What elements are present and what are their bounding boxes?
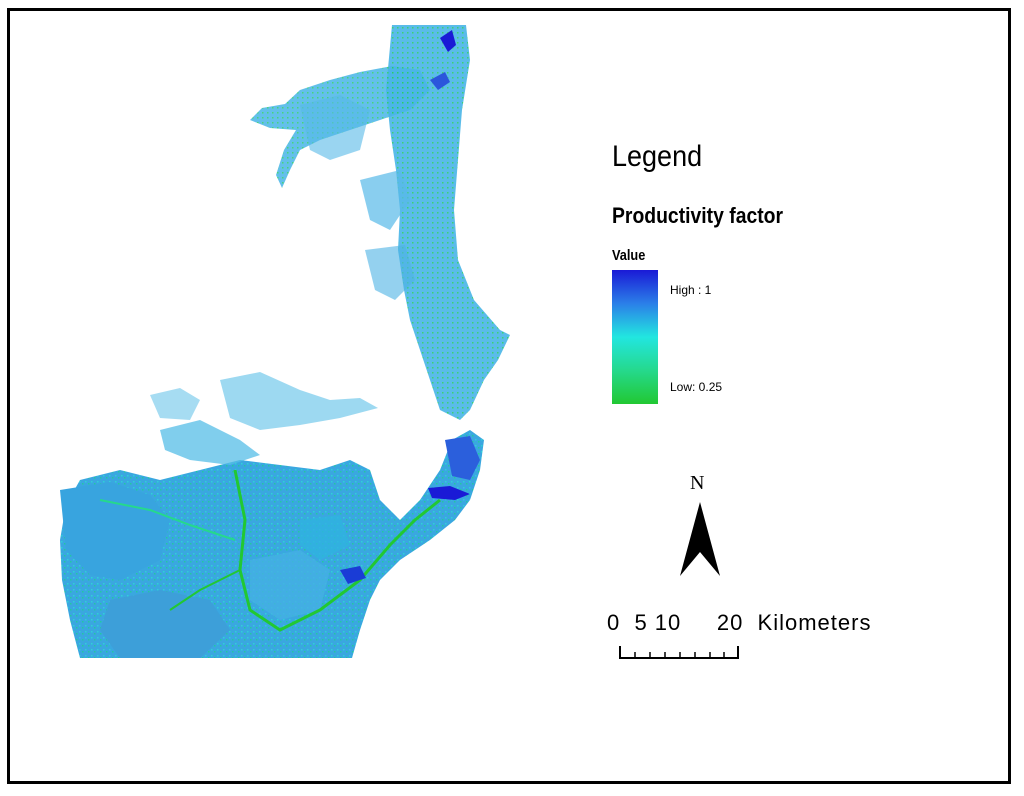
legend-title: Legend — [612, 140, 703, 173]
northern-coast-region — [250, 25, 510, 420]
legend-field-label: Value — [612, 247, 646, 264]
legend-low-label: Low: 0.25 — [670, 380, 723, 394]
scale-bar — [619, 646, 739, 659]
north-label: N — [690, 472, 705, 494]
scale-bar-label: 0 5 10 20 Kilometers — [607, 610, 872, 635]
southern-region — [60, 372, 484, 658]
north-arrow-icon — [680, 502, 720, 576]
legend-color-ramp — [612, 270, 658, 404]
legend-high-label: High : 1 — [670, 283, 712, 297]
legend-layer-name: Productivity factor — [612, 203, 784, 228]
